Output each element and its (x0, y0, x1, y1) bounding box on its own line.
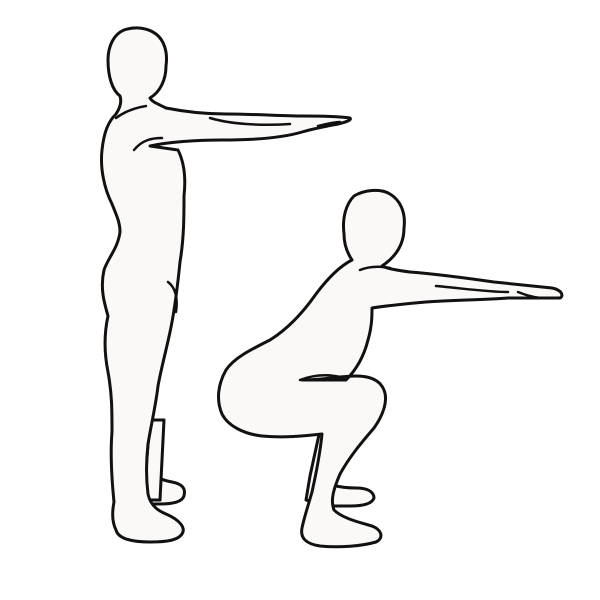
squat-body (217, 188, 564, 549)
standing-chest-line (132, 136, 164, 152)
standing-hip-line (166, 280, 178, 314)
squat-shoulder-line (358, 265, 392, 272)
standing-figure (100, 26, 352, 544)
squat-arm-crease (434, 284, 510, 294)
squat-hand-line (516, 290, 546, 300)
squat-knee-line (298, 374, 346, 382)
standing-shoulder-line (114, 104, 148, 120)
standing-body (100, 26, 352, 544)
squatting-figure (217, 188, 564, 549)
standing-hand-line (316, 120, 342, 128)
standing-arm-crease (208, 116, 292, 126)
